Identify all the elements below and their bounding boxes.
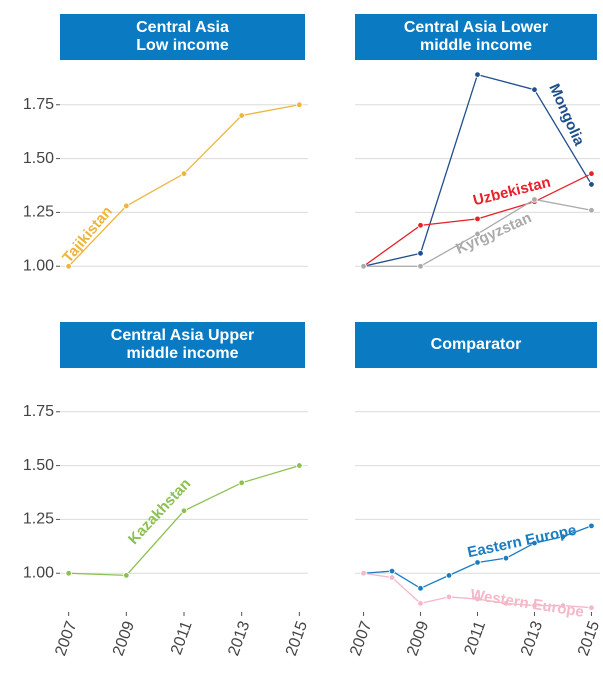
x-tick-label: 2007 bbox=[347, 619, 375, 658]
strip-header bbox=[355, 322, 597, 368]
point bbox=[417, 585, 424, 592]
point bbox=[417, 250, 424, 257]
title-line: Comparator bbox=[431, 336, 522, 353]
point bbox=[417, 263, 424, 270]
point bbox=[559, 533, 567, 540]
x-tick-label: 2015 bbox=[575, 619, 603, 658]
title-line: middle income bbox=[126, 345, 238, 362]
point bbox=[65, 263, 72, 270]
point bbox=[588, 604, 595, 611]
point bbox=[588, 170, 595, 177]
x-tick-label: 2009 bbox=[110, 619, 138, 658]
point bbox=[474, 71, 481, 78]
strip-header bbox=[60, 322, 305, 368]
panel-title: Comparator bbox=[431, 336, 522, 353]
point bbox=[388, 567, 396, 575]
y-tick-label: 1.75 bbox=[23, 403, 54, 420]
x-tick-label: 2009 bbox=[404, 619, 432, 658]
point bbox=[502, 600, 510, 607]
series-label: Eastern Europe bbox=[466, 522, 578, 562]
point bbox=[445, 593, 453, 601]
point bbox=[474, 559, 481, 566]
point bbox=[588, 181, 595, 188]
point bbox=[360, 263, 367, 270]
x-tick-label: 2013 bbox=[225, 619, 253, 658]
panel-title: Central Asia Upper middle income bbox=[111, 327, 254, 362]
title-line: middle income bbox=[420, 37, 532, 54]
y-tick-label: 1.25 bbox=[23, 511, 54, 528]
x-tick-label: 2013 bbox=[518, 619, 546, 658]
point bbox=[360, 570, 367, 577]
series-label: Mongolia bbox=[545, 81, 588, 149]
series-label: Uzbekistan bbox=[471, 174, 552, 210]
y-tick-label: 1.00 bbox=[23, 257, 54, 274]
point bbox=[417, 222, 424, 229]
point bbox=[123, 202, 130, 210]
point bbox=[388, 574, 396, 581]
point bbox=[238, 112, 245, 119]
series-label: Western Europe bbox=[469, 586, 585, 621]
y-tick-label: 1.75 bbox=[23, 96, 54, 113]
point bbox=[588, 522, 595, 530]
title-line: Central Asia Upper bbox=[111, 327, 254, 344]
point bbox=[238, 479, 245, 487]
title-line: Central Asia bbox=[136, 19, 229, 36]
point bbox=[296, 101, 303, 108]
x-tick-label: 2011 bbox=[461, 619, 489, 657]
point bbox=[474, 595, 481, 603]
x-tick-label: 2011 bbox=[168, 619, 196, 657]
x-tick-label: 2007 bbox=[52, 619, 80, 658]
strip-header bbox=[60, 14, 305, 60]
y-tick-label: 1.50 bbox=[23, 457, 54, 474]
y-tick-label: 1.50 bbox=[23, 150, 54, 167]
title-line: Central Asia Lower bbox=[404, 19, 548, 36]
title-line: Low income bbox=[136, 37, 229, 54]
point bbox=[296, 462, 303, 469]
point bbox=[65, 570, 72, 577]
point bbox=[502, 554, 510, 562]
y-tick-label: 1.00 bbox=[23, 564, 54, 581]
point bbox=[588, 207, 595, 214]
point bbox=[559, 602, 567, 609]
point bbox=[531, 86, 538, 93]
point bbox=[531, 196, 538, 203]
point bbox=[474, 230, 481, 238]
point bbox=[531, 602, 538, 609]
series-line bbox=[68, 104, 300, 267]
point bbox=[531, 539, 538, 547]
panel-title: Central Asia Lower middle income bbox=[404, 19, 548, 54]
panel-title: Central Asia Low income bbox=[136, 19, 229, 54]
point bbox=[474, 215, 481, 223]
point bbox=[445, 572, 453, 579]
point bbox=[180, 507, 188, 515]
x-tick-label: 2015 bbox=[283, 619, 311, 658]
series-label: Kyrgyzstan bbox=[453, 209, 534, 257]
point bbox=[180, 170, 188, 177]
point bbox=[123, 572, 130, 579]
strip-header bbox=[355, 14, 597, 60]
y-tick-label: 1.25 bbox=[23, 204, 54, 221]
point bbox=[417, 600, 424, 607]
